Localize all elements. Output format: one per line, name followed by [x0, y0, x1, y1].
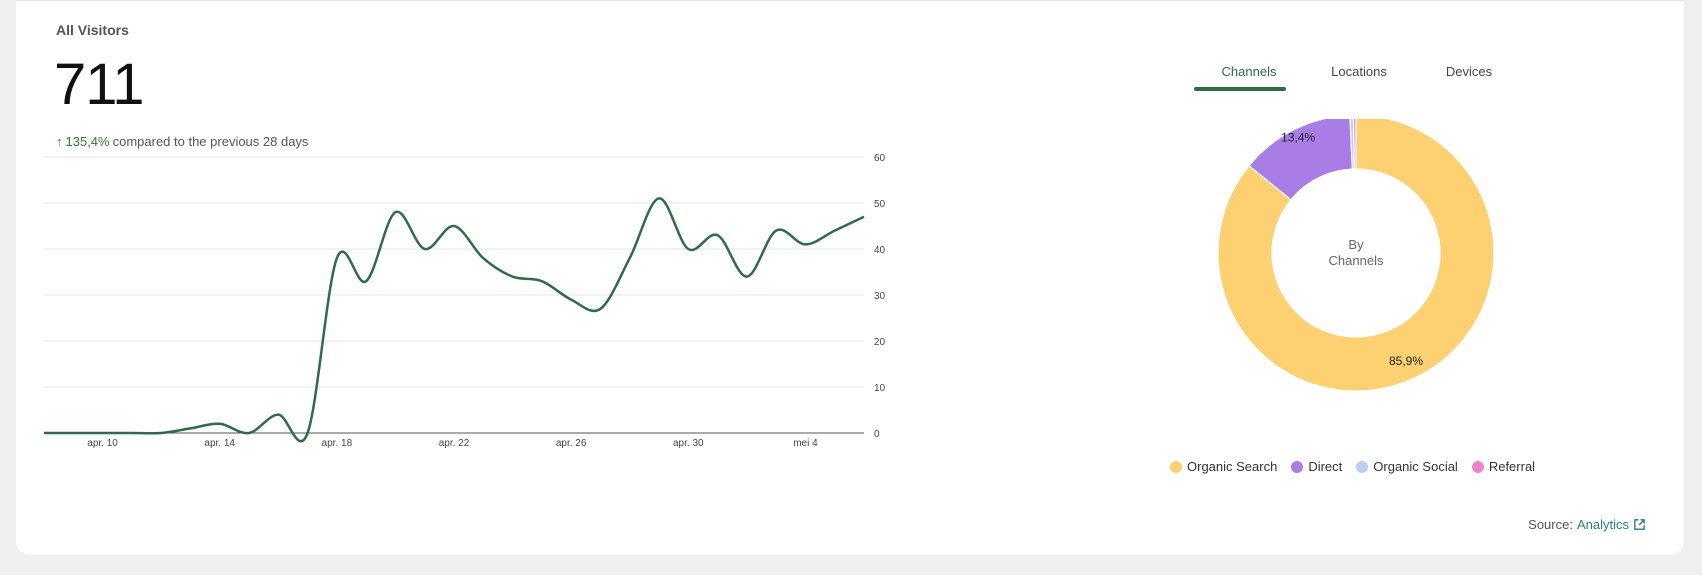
data-point[interactable]	[97, 427, 109, 439]
data-point[interactable]	[536, 275, 548, 287]
breakdown-tabs: Channels Locations Devices	[1194, 59, 1524, 91]
analytics-link[interactable]: Analytics	[1576, 517, 1629, 532]
legend-item-organic-search[interactable]: Organic Search	[1170, 459, 1277, 474]
visitors-card: All Visitors 711 ↑ 135,4% compared to th…	[16, 0, 1684, 555]
source-attribution: Source: Analytics	[1528, 517, 1646, 532]
y-tick-label: 20	[874, 337, 886, 348]
change-description: compared to the previous 28 days	[112, 134, 309, 149]
visitors-line-chart: 0 10 20 30 40 50 60 apr. 10 apr. 14 apr. 18 apr. 2…	[38, 153, 886, 449]
legend-swatch	[1291, 460, 1304, 473]
y-tick-label: 50	[874, 199, 886, 210]
data-point[interactable]	[214, 418, 226, 430]
series-line	[43, 197, 865, 443]
x-tick-label: apr. 18	[322, 438, 353, 449]
data-point[interactable]	[360, 275, 372, 287]
data-point[interactable]	[477, 252, 489, 264]
data-point[interactable]	[419, 243, 431, 255]
card-title: All Visitors	[56, 22, 129, 38]
legend-swatch	[1170, 460, 1182, 473]
data-point[interactable]	[799, 238, 811, 250]
data-point[interactable]	[507, 271, 519, 283]
legend-item-referral[interactable]: Referral	[1471, 459, 1536, 474]
data-point[interactable]	[389, 206, 401, 218]
data-point[interactable]	[770, 225, 782, 237]
data-point[interactable]	[243, 427, 255, 439]
data-point[interactable]	[331, 252, 343, 264]
legend-label: Organic Search	[1187, 459, 1278, 474]
data-point[interactable]	[712, 229, 724, 241]
y-tick-label: 10	[874, 383, 886, 394]
legend-swatch	[1356, 460, 1369, 473]
donut-slice[interactable]	[1352, 119, 1357, 170]
data-point[interactable]	[184, 422, 196, 434]
data-point[interactable]	[302, 427, 314, 439]
change-indicator: ↑ 135,4% compared to the previous 28 day…	[56, 134, 308, 149]
tab-channels[interactable]: Channels	[1194, 59, 1304, 91]
data-point[interactable]	[67, 427, 79, 439]
tab-locations[interactable]: Locations	[1331, 64, 1387, 79]
source-label: Source:	[1528, 517, 1573, 532]
arrow-up-icon: ↑	[56, 134, 63, 149]
legend-item-organic-social[interactable]: Organic Social	[1356, 459, 1458, 474]
data-point[interactable]	[272, 409, 284, 421]
data-point[interactable]	[155, 427, 167, 439]
data-point[interactable]	[126, 427, 138, 439]
y-tick-label: 30	[874, 291, 886, 302]
donut-center-label: Channels	[1329, 253, 1384, 268]
legend-label: Referral	[1488, 459, 1536, 474]
slice-value-label: 13,4%	[1281, 131, 1315, 145]
legend-label: Direct	[1308, 459, 1343, 474]
change-percentage: 135,4%	[65, 134, 110, 149]
slice-value-label: 85,9%	[1389, 354, 1423, 368]
y-tick-label: 0	[874, 429, 880, 440]
external-link-icon[interactable]	[1633, 518, 1646, 531]
data-point[interactable]	[829, 225, 841, 237]
data-point[interactable]	[624, 252, 636, 264]
tab-devices[interactable]: Devices	[1445, 64, 1493, 79]
data-point[interactable]	[858, 211, 870, 223]
y-tick-label: 40	[874, 245, 886, 256]
legend-label: Organic Social	[1373, 459, 1458, 474]
data-point[interactable]	[594, 303, 606, 315]
data-point[interactable]	[448, 220, 460, 232]
data-point[interactable]	[653, 192, 665, 204]
x-tick-label: mei 4	[793, 438, 818, 449]
legend-item-direct[interactable]: Direct	[1291, 459, 1342, 474]
x-tick-label: apr. 10	[87, 438, 118, 449]
x-tick-label: apr. 26	[556, 438, 587, 449]
donut-legend: Organic Search Direct Organic Social Ref…	[1170, 459, 1535, 474]
data-point[interactable]	[565, 294, 577, 306]
donut-slice[interactable]	[1217, 119, 1495, 392]
x-tick-label: apr. 22	[439, 438, 470, 449]
data-point[interactable]	[741, 271, 753, 283]
legend-swatch	[1471, 460, 1484, 473]
x-tick-label: apr. 14	[204, 438, 235, 449]
donut-slice[interactable]	[1248, 119, 1353, 201]
data-point[interactable]	[682, 243, 694, 255]
donut-center-label: By	[1348, 237, 1364, 252]
y-tick-label: 60	[874, 153, 886, 164]
total-visitors-value: 711	[54, 52, 144, 117]
data-point[interactable]	[38, 427, 50, 439]
x-tick-label: apr. 30	[673, 438, 704, 449]
